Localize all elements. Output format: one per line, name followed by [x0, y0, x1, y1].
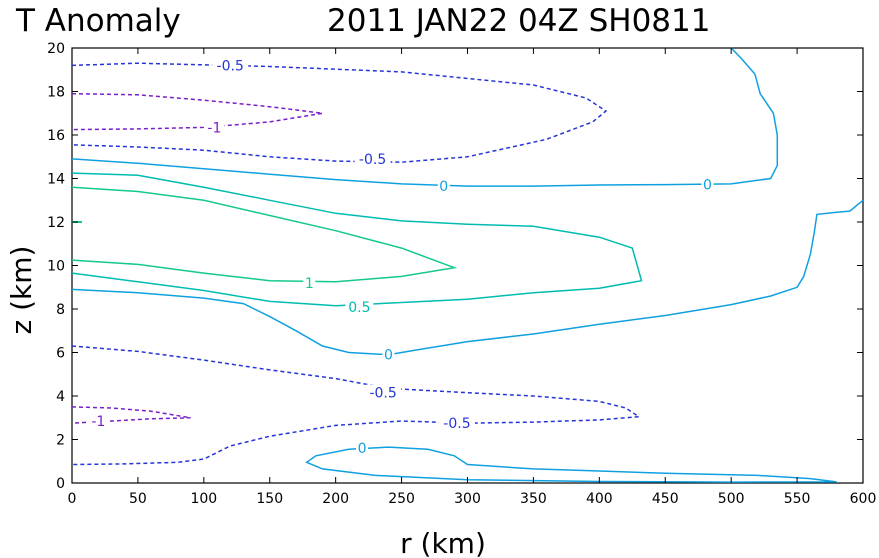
- y-tick-label: 16: [47, 128, 65, 144]
- contour-label-bg: [382, 346, 395, 362]
- contour-line: [305, 446, 837, 483]
- contour-label-bg: [88, 413, 109, 429]
- contour-label: 1: [305, 276, 314, 292]
- contour-label-bg: [345, 298, 374, 314]
- x-tick-label: 500: [718, 491, 745, 507]
- contour-line: [71, 47, 779, 187]
- contour-level-neg1-7: -1: [71, 406, 191, 430]
- contour-label-bg: [303, 274, 316, 290]
- contour-line: [71, 92, 323, 131]
- y-axis-label: z (km): [5, 246, 38, 335]
- contour-label: -0.5: [443, 416, 470, 432]
- contour-line: [71, 186, 458, 283]
- contour-label-bg: [212, 57, 249, 73]
- x-tick-label: 0: [68, 491, 77, 507]
- y-tick-label: 10: [47, 259, 65, 275]
- y-tick-label: 0: [56, 476, 65, 492]
- contour-label: -0.5: [217, 58, 244, 74]
- contour-label: 0: [439, 179, 448, 195]
- x-tick-label: 300: [454, 491, 481, 507]
- contour-label-bg: [356, 440, 369, 456]
- x-tick-label: 600: [850, 491, 877, 507]
- contour-line: [71, 62, 608, 163]
- y-tick-label: 4: [56, 389, 65, 405]
- contour-level-neg0.5-1: -0.5 -0.5: [71, 57, 608, 168]
- contour-label: -0.5: [369, 386, 396, 402]
- contour-line: [71, 345, 642, 466]
- y-tick-label: 2: [56, 433, 65, 449]
- y-tick-label: 12: [47, 215, 65, 231]
- contour-label: -1: [207, 120, 221, 136]
- y-tick-label: 18: [47, 85, 65, 101]
- x-tick-label: 400: [586, 491, 613, 507]
- contour-level-neg1-0: -1: [71, 92, 323, 136]
- contour-label: 0: [703, 177, 712, 193]
- y-tick-label: 8: [56, 302, 65, 318]
- axis-ticks: 0 50 100 150 200 250 300 350 400 450 500 550 6000246…: [47, 41, 876, 507]
- chart-title: T Anomaly: [15, 3, 181, 39]
- contour-level-0-5: 0: [71, 199, 864, 364]
- contour-label-bg: [365, 384, 402, 400]
- contour-level-0-8: 0: [305, 440, 837, 483]
- contour-lines: -1-0.5-0.50 00.510-0.5-0.5-10: [71, 47, 864, 483]
- x-tick-label: 50: [129, 491, 147, 507]
- x-tick-label: 550: [784, 491, 811, 507]
- x-tick-label: 150: [256, 491, 283, 507]
- x-axis-label: r (km): [400, 527, 486, 558]
- x-tick-label: 350: [520, 491, 547, 507]
- x-tick-label: 450: [652, 491, 679, 507]
- contour-line: [71, 172, 643, 307]
- contour-label: -1: [91, 414, 105, 430]
- contour-line: [71, 199, 864, 356]
- contour-line: [71, 406, 191, 424]
- y-tick-label: 6: [56, 346, 65, 362]
- contour-label: 0: [358, 441, 367, 457]
- x-tick-label: 100: [190, 491, 217, 507]
- contour-label: 0.5: [348, 300, 370, 316]
- x-tick-label: 200: [322, 491, 349, 507]
- contour-label: -0.5: [359, 152, 386, 168]
- contour-label-bg: [437, 178, 450, 194]
- contour-label-bg: [204, 119, 225, 135]
- contour-level-neg0.5-6: -0.5 -0.5: [71, 345, 642, 466]
- contour-level-0.5-3: 0.5: [71, 172, 643, 316]
- x-tick-label: 250: [388, 491, 415, 507]
- contour-label: 0: [384, 348, 393, 364]
- contour-label-bg: [701, 176, 714, 192]
- contour-label-bg: [354, 150, 391, 166]
- contour-level-1-4: 1: [71, 186, 458, 292]
- chart-timestamp: 2011 JAN22 04Z SH0811: [327, 3, 710, 39]
- contour-label-bg: [438, 415, 475, 431]
- y-tick-label: 20: [47, 41, 65, 57]
- y-tick-label: 14: [47, 172, 65, 188]
